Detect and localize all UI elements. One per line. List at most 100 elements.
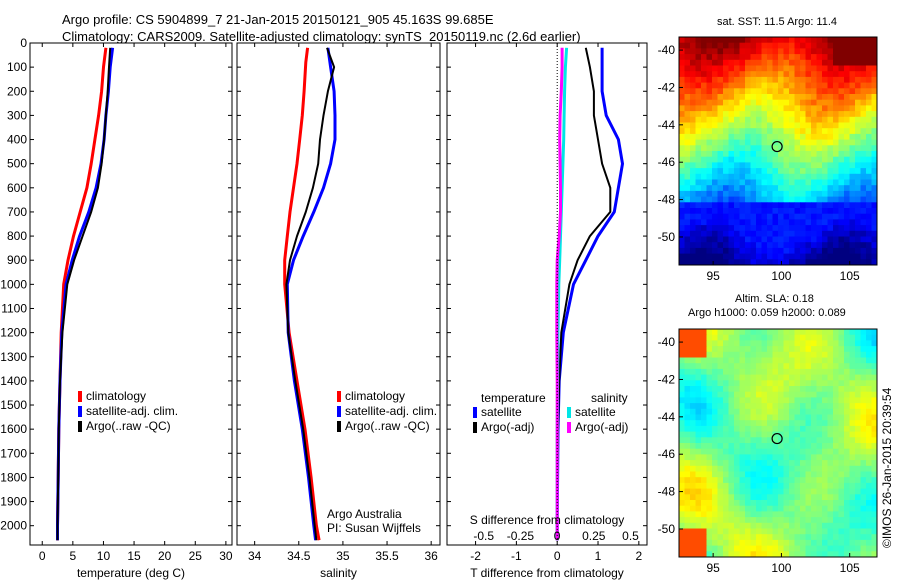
- heatmap-cell: [756, 111, 762, 118]
- heatmap-cell: [822, 128, 828, 135]
- heatmap-cell: [750, 145, 757, 152]
- heatmap-cell: [767, 391, 773, 398]
- heatmap-cell: [794, 500, 801, 507]
- heatmap-cell: [794, 247, 801, 254]
- heatmap-cell: [690, 259, 696, 266]
- heatmap-cell: [739, 334, 746, 341]
- heatmap-cell: [767, 534, 773, 541]
- heatmap-cell: [756, 94, 762, 101]
- heatmap-cell: [816, 545, 823, 552]
- heatmap-cell: [805, 443, 812, 450]
- heatmap-cell: [750, 71, 757, 78]
- heatmap-cell: [734, 190, 740, 197]
- heatmap-cell: [816, 477, 823, 484]
- heatmap-cell: [855, 471, 861, 478]
- heatmap-cell: [717, 425, 724, 432]
- heatmap-cell: [701, 363, 707, 370]
- heatmap-cell: [838, 386, 845, 393]
- heatmap-cell: [728, 528, 735, 535]
- heatmap-cell: [701, 213, 707, 220]
- heatmap-cell: [827, 82, 834, 89]
- heatmap-cell: [838, 528, 845, 535]
- heatmap-cell: [745, 511, 751, 518]
- heatmap-cell: [860, 471, 867, 478]
- heatmap-cell: [827, 454, 834, 461]
- heatmap-cell: [717, 230, 724, 237]
- heatmap-cell: [756, 545, 762, 552]
- heatmap-cell: [690, 151, 696, 158]
- heatmap-cell: [772, 173, 779, 180]
- heatmap-cell: [778, 88, 784, 95]
- heatmap-cell: [684, 259, 691, 266]
- heatmap-cell: [783, 420, 790, 427]
- heatmap-cell: [750, 511, 757, 518]
- heatmap-cell: [712, 477, 718, 484]
- heatmap-cell: [701, 471, 707, 478]
- heatmap-cell: [855, 397, 861, 404]
- heatmap-cell: [761, 488, 768, 495]
- heatmap-cell: [838, 242, 845, 249]
- heatmap-cell: [706, 48, 713, 55]
- heatmap-cell: [871, 368, 878, 375]
- heatmap-cell: [723, 386, 729, 393]
- heatmap-cell: [756, 408, 762, 415]
- heatmap-cell: [855, 374, 861, 381]
- heatmap-cell: [805, 517, 812, 524]
- heatmap-cell: [794, 517, 801, 524]
- heatmap-cell: [690, 37, 696, 44]
- heatmap-cell: [816, 534, 823, 541]
- heatmap-cell: [717, 42, 724, 49]
- heatmap-cell: [728, 448, 735, 455]
- heatmap-cell: [767, 357, 773, 364]
- heatmap-cell: [778, 213, 784, 220]
- heatmap-cell: [734, 351, 740, 358]
- heatmap-cell: [701, 477, 707, 484]
- heatmap-cell: [767, 168, 773, 175]
- heatmap-cell: [822, 460, 828, 467]
- heatmap-cell: [734, 357, 740, 364]
- heatmap-cell: [728, 517, 735, 524]
- heatmap-cell: [855, 128, 861, 135]
- heatmap-cell: [717, 242, 724, 249]
- heatmap-cell: [767, 386, 773, 393]
- heatmap-cell: [849, 42, 856, 49]
- heatmap-cell: [833, 443, 839, 450]
- heatmap-cell: [778, 425, 784, 432]
- heatmap-cell: [849, 156, 856, 163]
- heatmap-cell: [750, 230, 757, 237]
- heatmap-cell: [767, 88, 773, 95]
- heatmap-cell: [778, 465, 784, 472]
- heatmap-cell: [717, 420, 724, 427]
- heatmap-cell: [838, 482, 845, 489]
- heatmap-cell: [767, 37, 773, 44]
- heatmap-cell: [849, 253, 856, 260]
- heatmap-cell: [794, 351, 801, 358]
- heatmap-cell: [816, 391, 823, 398]
- heatmap-cell: [767, 511, 773, 518]
- heatmap-cell: [745, 54, 751, 61]
- heatmap-cell: [822, 111, 828, 118]
- heatmap-cell: [745, 139, 751, 146]
- heatmap-cell: [772, 213, 779, 220]
- heatmap-cell: [866, 437, 872, 444]
- heatmap-cell: [772, 505, 779, 512]
- heatmap-cell: [833, 465, 839, 472]
- heatmap-cell: [728, 76, 735, 83]
- heatmap-cell: [800, 168, 806, 175]
- heatmap-cell: [778, 76, 784, 83]
- heatmap-cell: [701, 139, 707, 146]
- heatmap-cell: [789, 219, 795, 226]
- heatmap-cell: [805, 460, 812, 467]
- heatmap-cell: [739, 351, 746, 358]
- heatmap-cell: [739, 420, 746, 427]
- heatmap-cell: [816, 471, 823, 478]
- legend-label: climatology: [86, 389, 146, 403]
- heatmap-cell: [745, 208, 751, 215]
- heatmap-cell: [860, 76, 867, 83]
- heatmap-cell: [734, 156, 740, 163]
- heatmap-cell: [695, 363, 702, 370]
- heatmap-cell: [866, 517, 872, 524]
- heatmap-cell: [728, 139, 735, 146]
- heatmap-cell: [761, 386, 768, 393]
